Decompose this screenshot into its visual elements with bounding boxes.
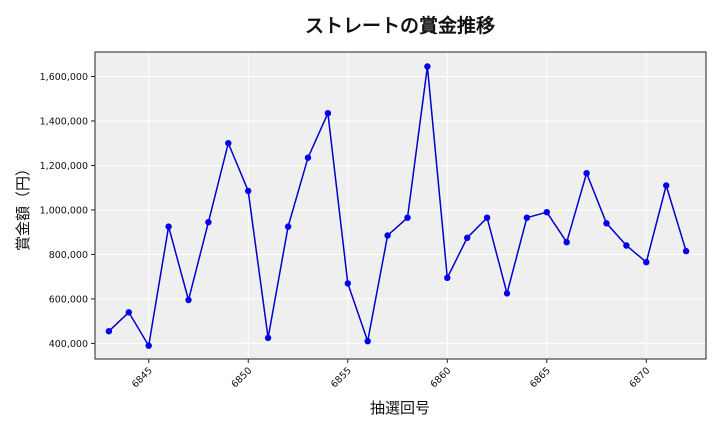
data-point bbox=[583, 170, 590, 177]
data-point bbox=[483, 214, 491, 221]
data-point bbox=[523, 214, 531, 221]
y-tick-label: 600,000 bbox=[49, 294, 88, 305]
x-axis-ticks: 6845 6850 6855 6860 6865 6870 bbox=[130, 359, 652, 390]
x-tick-label: 6850 bbox=[229, 365, 254, 390]
y-tick-label: 400,000 bbox=[49, 339, 88, 350]
data-point bbox=[623, 242, 630, 249]
x-tick-label: 6870 bbox=[628, 365, 653, 390]
data-point bbox=[503, 290, 511, 297]
data-point bbox=[304, 154, 312, 161]
data-markers bbox=[105, 63, 690, 349]
data-point bbox=[424, 63, 431, 70]
x-axis-label: 抽選回号 bbox=[370, 399, 430, 417]
x-tick-label: 6855 bbox=[329, 365, 354, 390]
series-line bbox=[108, 66, 687, 348]
data-point bbox=[125, 309, 132, 316]
y-axis-label: 賞金額（円） bbox=[14, 161, 32, 251]
y-tick-label: 1,000,000 bbox=[40, 205, 88, 216]
data-point bbox=[185, 296, 192, 304]
x-tick-label: 6865 bbox=[528, 365, 553, 390]
y-tick-label: 1,400,000 bbox=[40, 116, 88, 127]
data-point bbox=[384, 232, 391, 239]
data-point bbox=[543, 209, 550, 216]
data-point bbox=[245, 187, 252, 195]
plot-area bbox=[95, 52, 706, 359]
data-point bbox=[264, 334, 272, 342]
y-axis-ticks: 400,000 600,000 800,000 1,000,000 1,200,000 1… bbox=[40, 72, 95, 350]
data-point bbox=[145, 342, 152, 349]
y-tick-label: 800,000 bbox=[49, 250, 88, 261]
data-point bbox=[682, 247, 690, 255]
chart-title: ストレートの賞金推移 bbox=[305, 14, 495, 37]
data-point bbox=[205, 219, 212, 226]
plot-frame bbox=[94, 51, 707, 360]
data-point bbox=[663, 182, 670, 189]
data-point bbox=[344, 280, 351, 287]
data-point bbox=[225, 140, 232, 147]
y-tick-label: 1,600,000 bbox=[40, 72, 88, 83]
data-point bbox=[643, 259, 650, 266]
gridlines bbox=[95, 52, 706, 359]
x-tick-label: 6860 bbox=[429, 365, 454, 390]
data-point bbox=[603, 220, 610, 227]
data-point bbox=[464, 234, 471, 241]
data-point bbox=[324, 110, 332, 117]
y-tick-label: 1,200,000 bbox=[40, 161, 88, 172]
data-point bbox=[284, 223, 292, 230]
x-tick-label: 6845 bbox=[130, 365, 155, 390]
data-point bbox=[563, 239, 570, 246]
data-point bbox=[404, 214, 411, 221]
data-point bbox=[444, 274, 451, 281]
data-point bbox=[165, 223, 172, 230]
data-point bbox=[364, 338, 371, 345]
data-point bbox=[105, 328, 113, 335]
